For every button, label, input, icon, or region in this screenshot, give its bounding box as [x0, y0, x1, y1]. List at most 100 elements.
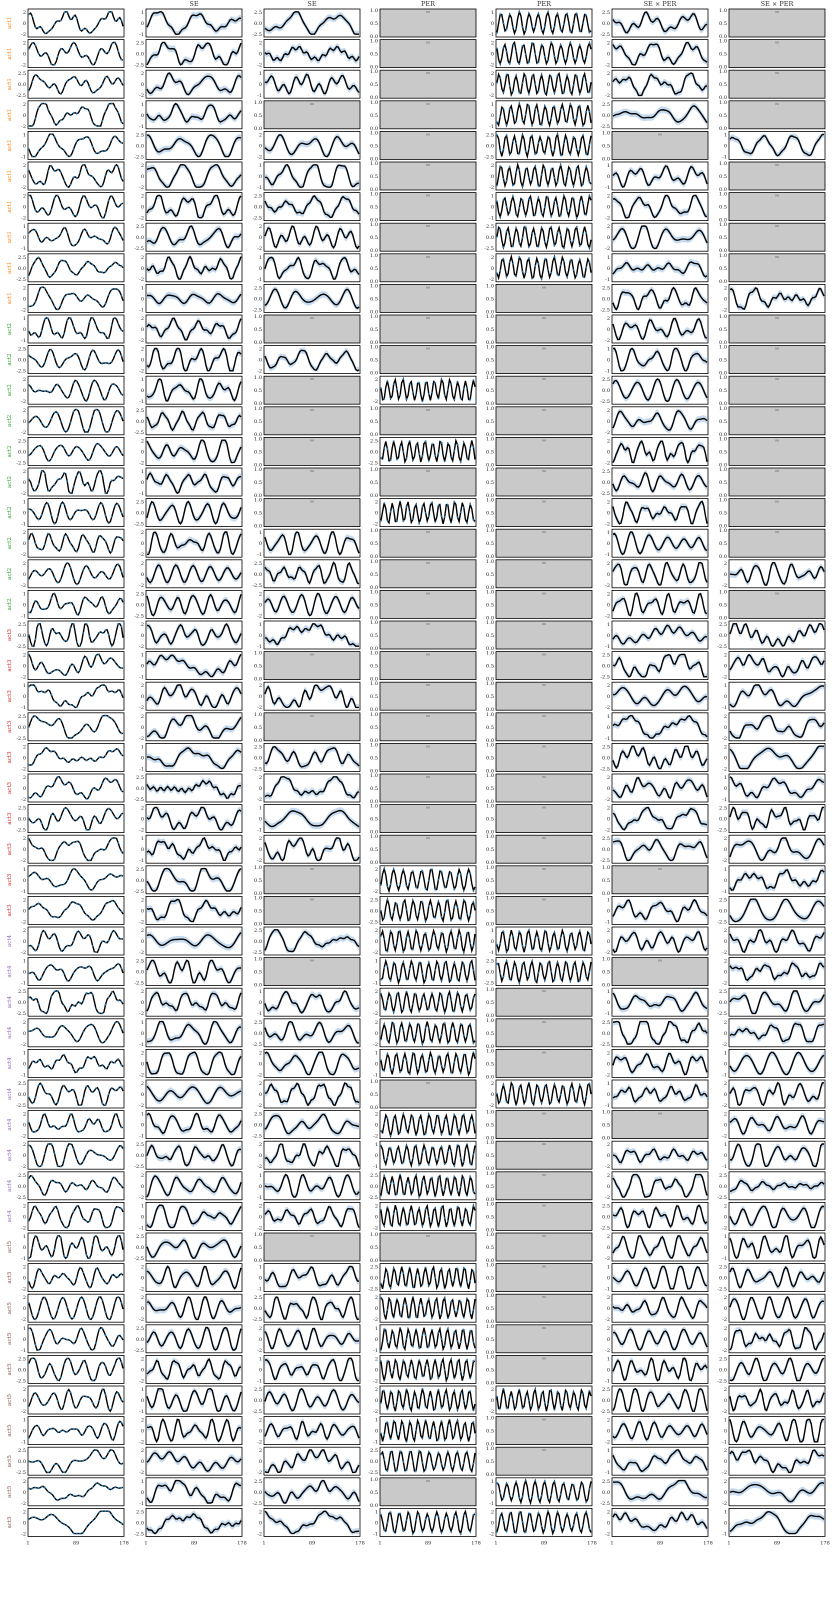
data-point — [418, 943, 421, 946]
tick-label: 0.0 — [370, 449, 378, 455]
data-point — [98, 1242, 100, 1245]
tick-label: -2 — [605, 216, 610, 222]
data-point — [502, 1519, 505, 1522]
tick-label: 89 — [542, 1356, 546, 1360]
tick-label: 2 — [607, 408, 610, 414]
data-point — [114, 1453, 116, 1455]
data-point — [101, 782, 104, 785]
data-point — [44, 237, 46, 240]
data-point — [98, 1186, 100, 1189]
tick-label: 1.0 — [719, 69, 727, 75]
series-line — [146, 41, 242, 66]
panel: -2.50.02.5 — [16, 620, 125, 650]
data-point — [98, 50, 100, 53]
panel: -101 — [21, 1324, 125, 1354]
data-point — [408, 1022, 411, 1025]
data-point — [386, 1271, 389, 1274]
data-point — [396, 1193, 398, 1196]
data-point — [72, 758, 75, 760]
data-point — [450, 456, 452, 458]
tick-label: -2.5 — [600, 858, 610, 864]
tick-label: -2.5 — [134, 154, 144, 160]
data-point — [47, 274, 49, 277]
tick-label: -1 — [21, 705, 26, 711]
data-point — [412, 948, 414, 951]
inactive-panel — [379, 528, 477, 558]
data-point — [82, 569, 85, 571]
tick-label: 0 — [23, 1337, 26, 1343]
uncertainty-band — [613, 1204, 707, 1229]
panel: -202 — [139, 1293, 243, 1323]
data-point — [505, 275, 508, 278]
data-point — [588, 1390, 591, 1392]
data-point — [66, 10, 69, 13]
data-point — [60, 47, 62, 50]
data-point — [505, 1482, 508, 1485]
uncertainty-band — [147, 1236, 241, 1259]
data-point — [582, 202, 584, 205]
data-point — [104, 1311, 107, 1314]
data-point — [585, 1407, 588, 1410]
tick-label: 1 — [724, 1234, 727, 1240]
data-point — [427, 1027, 430, 1029]
tick-label: 2 — [141, 1081, 144, 1087]
data-point — [547, 1498, 549, 1500]
data-point — [399, 1071, 401, 1073]
data-point — [66, 736, 69, 738]
inactive-panel — [379, 192, 477, 222]
data-point — [91, 1450, 94, 1453]
tick-label: 2 — [23, 897, 26, 903]
tick-label: -2 — [605, 1531, 610, 1537]
data-point — [550, 148, 553, 151]
tick-label: 0.0 — [602, 1214, 610, 1220]
data-point — [396, 942, 398, 944]
data-point — [508, 261, 511, 263]
inactive-panel — [495, 436, 593, 466]
data-point — [447, 899, 449, 902]
data-point — [117, 77, 120, 79]
tick-label: 2.5 — [18, 714, 26, 720]
uncertainty-band — [730, 1021, 824, 1045]
tick-label: -1 — [722, 705, 727, 711]
tick-label: 0 — [607, 1459, 610, 1465]
data-point — [75, 1276, 78, 1279]
panel: 890.00.51.0 — [602, 957, 709, 989]
tick-label: -2 — [722, 583, 727, 589]
tick-label: 2.5 — [602, 10, 610, 16]
series-line — [729, 1022, 825, 1043]
data-point — [69, 1360, 72, 1363]
data-point — [66, 185, 69, 188]
data-point — [104, 685, 107, 687]
tick-label: -2.5 — [717, 919, 727, 925]
data-point — [531, 204, 533, 207]
tick-label: 1 — [491, 10, 494, 16]
data-point — [91, 1486, 94, 1489]
tick-label: 0 — [375, 1306, 378, 1312]
data-point — [453, 1390, 456, 1393]
data-point — [578, 1084, 581, 1087]
data-point — [437, 1376, 440, 1379]
tick-label: 0.0 — [370, 95, 378, 101]
data-point — [566, 1391, 568, 1394]
data-point — [440, 1420, 443, 1422]
data-point — [447, 971, 449, 973]
tick-label: -2 — [373, 399, 378, 405]
tick-label: -2 — [257, 797, 262, 803]
tick-label: -2 — [257, 1164, 262, 1170]
data-point — [107, 1451, 110, 1454]
tick-label: -2 — [21, 491, 26, 497]
tick-label: -2.5 — [600, 1501, 610, 1507]
tick-label: -2.5 — [252, 950, 262, 956]
data-point — [28, 1096, 30, 1099]
data-point — [75, 1003, 78, 1005]
uncertainty-band — [147, 684, 241, 708]
data-point — [389, 1223, 392, 1226]
panel: 890.00.51.0 — [254, 651, 361, 683]
data-point — [540, 963, 543, 966]
panel: -2.50.02.5 — [484, 222, 593, 252]
tick-label: -2 — [257, 1348, 262, 1354]
panel: -2.50.02.5 — [252, 283, 361, 313]
data-point — [75, 1205, 78, 1207]
tick-label: 0.0 — [370, 554, 378, 560]
data-point — [443, 1344, 446, 1347]
